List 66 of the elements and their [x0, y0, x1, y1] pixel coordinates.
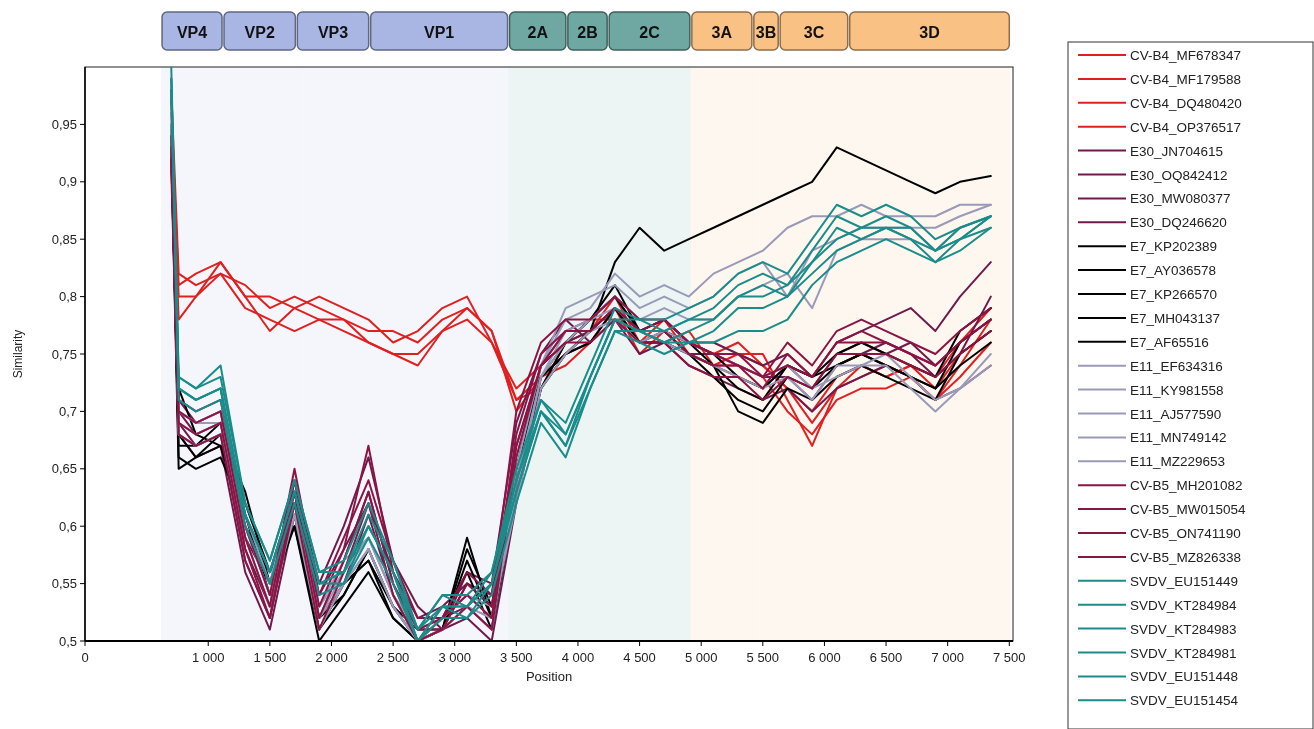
x-tick-label: 0	[81, 650, 89, 665]
x-tick-label: 1 500	[253, 650, 287, 665]
legend-label: CV-B4_DQ480420	[1130, 95, 1242, 111]
x-tick-label: 5 000	[684, 650, 718, 665]
y-tick-label: 0,9	[58, 174, 77, 190]
legend-label: E11_MZ229653	[1130, 454, 1226, 470]
legend-label: E11_KY981558	[1130, 382, 1224, 398]
x-tick-label: 4 500	[623, 650, 656, 665]
legend-label: SVDV_KT284984	[1130, 597, 1238, 613]
y-tick-label: 0,8	[58, 289, 77, 305]
legend-label: VP2	[244, 24, 275, 41]
legend-label: E7_AY036578	[1130, 263, 1217, 279]
legend-label: E30_OQ842412	[1130, 167, 1228, 183]
legend-label: VP3	[317, 24, 349, 41]
legend-label: CV-B5_MZ826338	[1130, 549, 1242, 565]
legend-label: E11_AJ577590	[1130, 406, 1222, 422]
y-axis-title: Similarity	[11, 329, 25, 379]
legend-label: E7_AF65516	[1130, 334, 1209, 350]
y-tick-label: 0,65	[51, 461, 77, 477]
x-tick-label: 1 000	[191, 650, 225, 665]
x-tick-label: 7 000	[931, 650, 964, 665]
x-tick-label: 6 500	[869, 650, 903, 665]
legend-label: CV-B5_ON741190	[1130, 526, 1241, 541]
y-tick-label: 0,85	[51, 231, 77, 247]
y-tick-label: 0,95	[51, 116, 77, 132]
x-tick-label: 3 000	[438, 650, 471, 665]
band-label: 2A	[527, 24, 549, 41]
band-label: VP4	[176, 24, 208, 41]
x-axis-title: Position	[525, 669, 573, 684]
y-tick-label: 0,75	[51, 346, 77, 362]
x-tick-label: 7 500	[993, 650, 1026, 665]
legend-label: E11_EF634316	[1130, 358, 1223, 374]
legend-label: E11_MN749142	[1130, 430, 1227, 446]
y-tick-label: 0,5	[58, 633, 77, 649]
band-label: 3A	[711, 24, 733, 41]
y-tick-label: 0,7	[58, 403, 77, 419]
legend-label: 3C	[803, 24, 825, 41]
legend-label: E30_DQ246620	[1130, 215, 1227, 231]
legend-label: 3B	[755, 24, 777, 41]
legend-label: SVDV_EU151448	[1130, 669, 1239, 685]
x-tick-label: 2 000	[315, 650, 348, 665]
legend-label: SVDV_EU151449	[1130, 573, 1239, 589]
legend-label: SVDV_EU151454	[1130, 693, 1239, 709]
legend-label: E7_MH043137	[1130, 310, 1221, 326]
x-tick-label: 4 000	[561, 650, 595, 665]
legend-label: 2C	[639, 24, 661, 41]
legend-label: SVDV_KT284981	[1130, 645, 1237, 661]
band-label: 3D	[919, 24, 940, 41]
y-tick-label: 0,6	[58, 518, 77, 534]
legend-label: CV-B4_OP376517	[1130, 119, 1242, 135]
legend-label: E30_MW080377	[1130, 191, 1231, 207]
x-tick-label: 3 500	[500, 650, 533, 665]
legend-label: E7_KP266570	[1130, 287, 1218, 302]
legend-label: E30_JN704615	[1130, 143, 1224, 159]
legend-label: CV-B4_MF678347	[1130, 48, 1242, 63]
legend-label: CV-B5_MH201082	[1130, 478, 1243, 494]
x-tick-label: 2 500	[376, 650, 410, 665]
legend-label: SVDV_KT284983	[1130, 621, 1237, 637]
band-label: VP1	[424, 24, 455, 41]
y-tick-label: 0,55	[51, 576, 77, 592]
legend-label: CV-B4_MF179588	[1130, 71, 1242, 87]
legend-label: 2B	[577, 24, 598, 41]
legend-label: E7_KP202389	[1130, 239, 1218, 255]
x-tick-label: 6 000	[808, 650, 841, 665]
x-tick-label: 5 500	[746, 650, 780, 665]
legend-label: CV-B5_MW015054	[1130, 502, 1247, 518]
